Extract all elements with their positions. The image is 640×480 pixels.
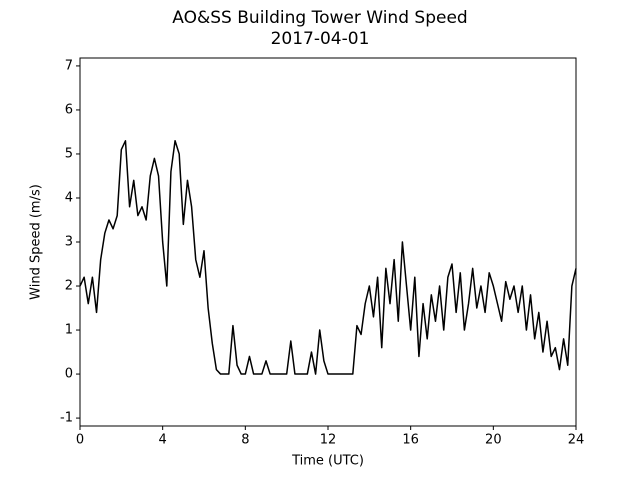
x-tick-label: 24 (568, 433, 585, 448)
y-tick-label: 6 (65, 102, 73, 117)
y-tick-label: 3 (65, 235, 73, 250)
y-tick-label: 2 (65, 279, 73, 294)
y-tick-label: 1 (65, 323, 73, 338)
chart-title: AO&SS Building Tower Wind Speed (172, 8, 467, 28)
y-tick-label: 5 (65, 146, 73, 161)
y-tick-label: 7 (65, 58, 73, 73)
y-tick-label: 4 (65, 190, 73, 205)
x-tick-label: 8 (241, 433, 249, 448)
plot-frame (79, 57, 577, 427)
y-tick-label: 0 (65, 367, 73, 382)
x-tick-label: 4 (159, 433, 167, 448)
x-axis-label: Time (UTC) (291, 454, 364, 469)
x-tick-label: 20 (485, 433, 502, 448)
y-axis-label: Wind Speed (m/s) (29, 184, 44, 300)
data-line (79, 140, 577, 375)
x-tick-label: 16 (402, 433, 419, 448)
x-tick-label: 12 (320, 433, 337, 448)
y-tick-label: -1 (60, 411, 73, 426)
x-tick-label: 0 (76, 433, 84, 448)
chart-subtitle: 2017-04-01 (271, 29, 370, 49)
